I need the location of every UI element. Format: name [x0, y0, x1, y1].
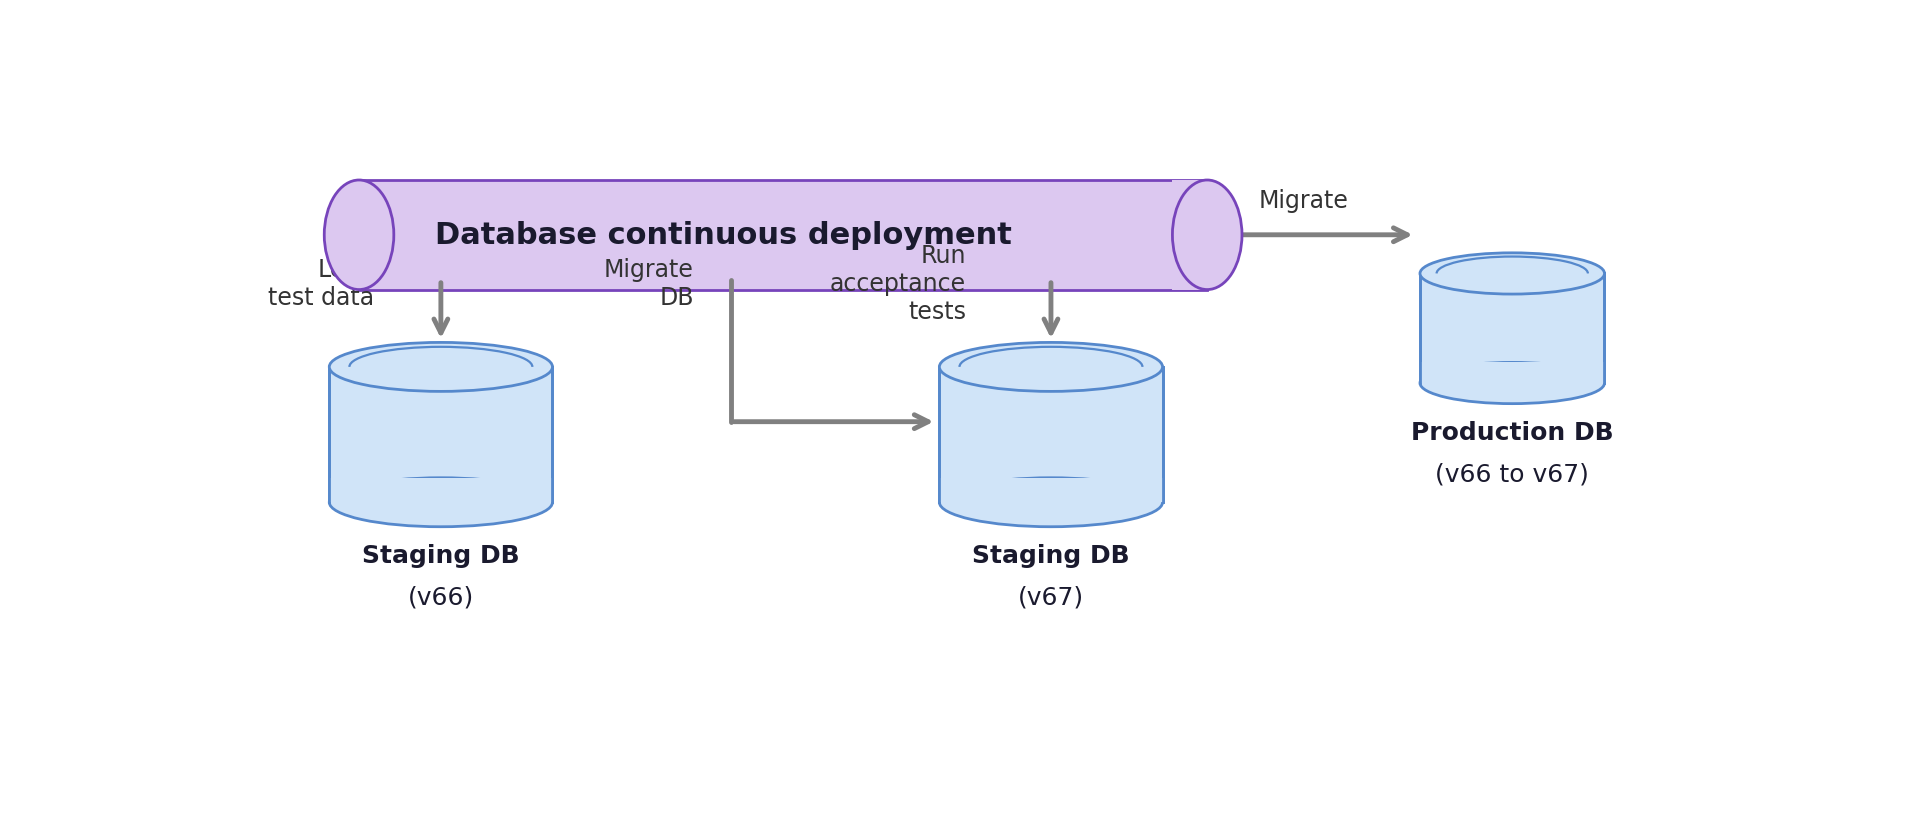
Text: Staging DB: Staging DB [363, 543, 520, 567]
Bar [1421, 274, 1605, 384]
Text: (v66): (v66) [407, 585, 474, 609]
Ellipse shape [330, 343, 553, 392]
Bar [330, 368, 553, 502]
Bar [939, 368, 1162, 502]
Bar [359, 181, 1208, 290]
Ellipse shape [939, 343, 1162, 392]
Text: Load
test data: Load test data [267, 258, 374, 309]
Ellipse shape [1173, 181, 1242, 290]
Text: Production DB: Production DB [1411, 421, 1613, 444]
Ellipse shape [1421, 253, 1605, 295]
Ellipse shape [939, 478, 1162, 528]
Ellipse shape [1421, 363, 1605, 404]
Bar [330, 478, 553, 502]
Text: Database continuous deployment: Database continuous deployment [436, 221, 1012, 250]
Ellipse shape [1173, 181, 1242, 290]
Text: Staging DB: Staging DB [972, 543, 1129, 567]
Text: Migrate
DB: Migrate DB [605, 258, 693, 309]
Ellipse shape [330, 478, 553, 528]
Text: (v66 to v67): (v66 to v67) [1436, 462, 1590, 486]
Text: Migrate: Migrate [1260, 189, 1350, 213]
Ellipse shape [324, 181, 394, 290]
Bar [1171, 181, 1208, 290]
Text: Run
acceptance
tests: Run acceptance tests [829, 244, 966, 324]
Bar [939, 478, 1162, 502]
Bar [1421, 363, 1605, 384]
Text: (v67): (v67) [1018, 585, 1085, 609]
